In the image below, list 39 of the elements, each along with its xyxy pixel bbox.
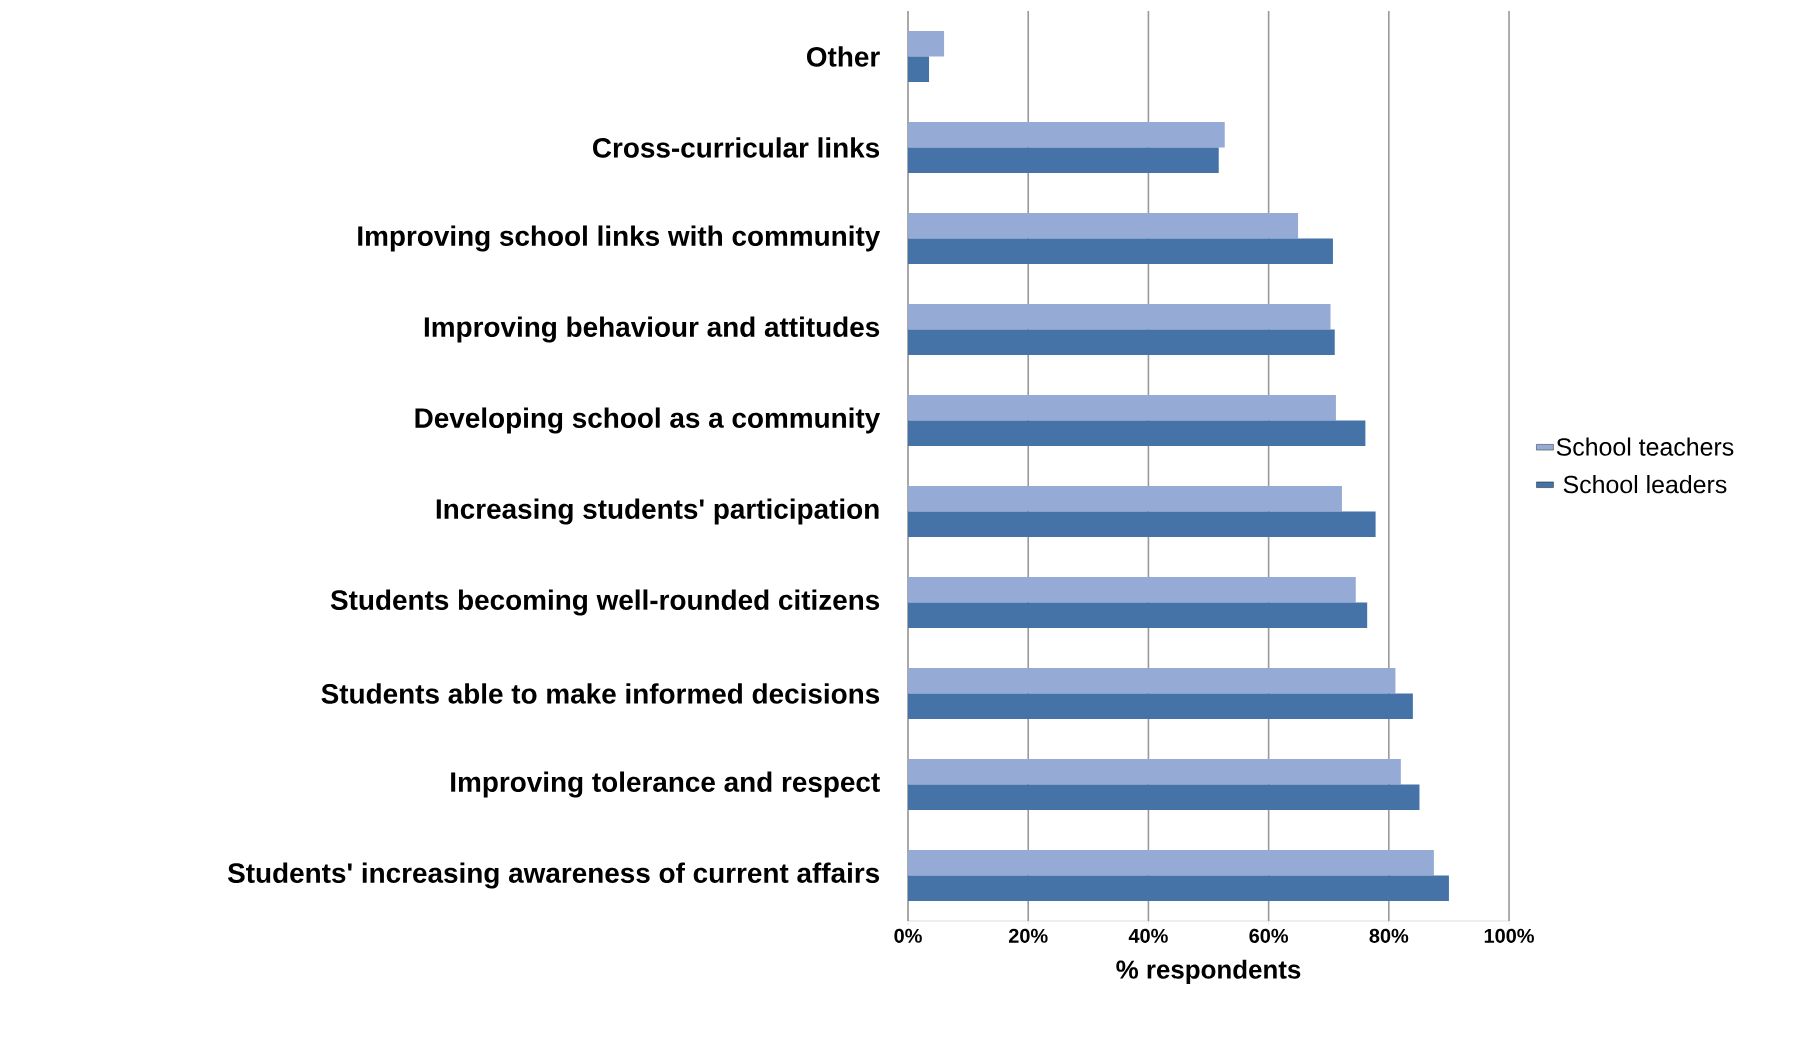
bar [908, 668, 1396, 694]
bar [908, 122, 1225, 148]
bar [908, 31, 945, 57]
y-tick-label: Improving tolerance and respect [451, 771, 880, 798]
x-tick-label: 100% [1484, 928, 1534, 943]
x-tick-label: 60% [1249, 928, 1289, 943]
y-tick-label: Students' increasing awareness of current affairs [227, 862, 880, 889]
bar [908, 759, 1401, 785]
bar [908, 693, 1413, 720]
bar [908, 486, 1342, 512]
bar [908, 238, 1333, 264]
x-tick-label: 80% [1369, 928, 1409, 943]
y-tick-label: Improving school links with community [358, 225, 881, 252]
y-tick-label: Students becoming well-rounded citizens [330, 589, 880, 616]
bar [908, 420, 1366, 446]
bar [908, 395, 1336, 421]
bar [908, 213, 1299, 239]
bar [908, 304, 1331, 330]
legend-label: School teachers [1556, 437, 1734, 456]
y-tick-label: Developing school as a community [415, 407, 881, 434]
bar [908, 784, 1420, 811]
legend-label: School leaders [1563, 475, 1727, 494]
bar [908, 147, 1219, 173]
x-axis-title: % respondents [1116, 959, 1301, 984]
bar [908, 329, 1335, 355]
bar [908, 850, 1434, 876]
bar [908, 875, 1449, 902]
y-tick-label: Other [806, 46, 880, 67]
bar [908, 511, 1376, 538]
x-tick-label: 20% [1008, 928, 1048, 943]
y-tick-label: Cross-curricular links [593, 137, 880, 158]
bar [908, 602, 1368, 629]
x-tick-label: 0% [894, 928, 922, 943]
y-tick-label: Students able to make informed decisions [321, 683, 880, 704]
y-tick-label: Improving behaviour and attitudes [424, 316, 880, 343]
x-tick-label: 40% [1128, 928, 1168, 943]
y-tick-label: Increasing students' participation [436, 498, 879, 525]
bar [908, 577, 1356, 603]
bar [908, 56, 930, 82]
